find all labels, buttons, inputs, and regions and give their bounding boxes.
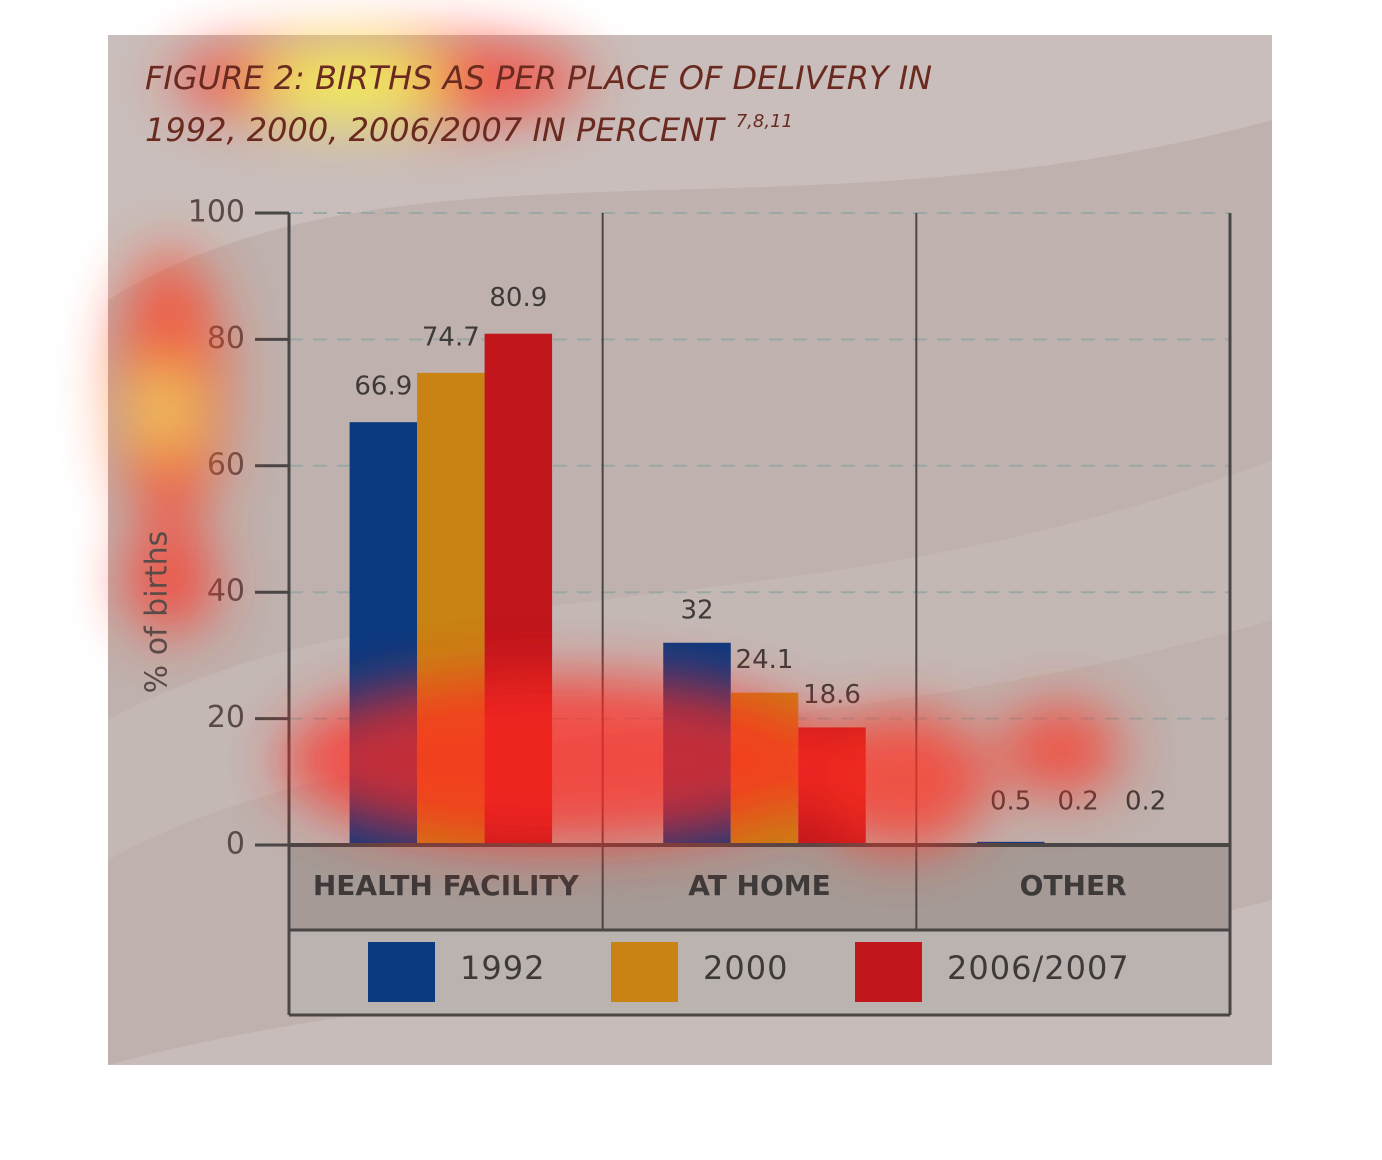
chart-title: 1992, 2000, 2006/2007 IN PERCENT: [145, 111, 726, 149]
legend-swatch: [368, 942, 435, 1002]
value-label: 24.1: [736, 645, 794, 675]
value-label: 0.5: [990, 787, 1031, 817]
value-label: 80.9: [489, 283, 547, 313]
value-label: 66.9: [354, 372, 412, 402]
value-label: 74.7: [422, 322, 480, 352]
heat-blob: [280, 675, 840, 845]
chart-title: FIGURE 2: BIRTHS AS PER PLACE OF DELIVER…: [145, 59, 932, 97]
heat-blob: [1000, 705, 1120, 795]
value-label: 32: [680, 595, 713, 625]
x-tick-label: OTHER: [1020, 869, 1127, 902]
y-tick-label: 100: [188, 195, 245, 230]
y-tick-label: 0: [226, 827, 245, 862]
y-tick-label: 20: [207, 700, 245, 735]
title-superscript: 7,8,11: [736, 111, 793, 132]
legend-box: [289, 930, 1230, 1015]
heatmap: [115, 35, 1120, 850]
x-tick-label: AT HOME: [688, 869, 831, 902]
heat-blob: [135, 365, 195, 455]
legend-label: 2000: [703, 949, 788, 987]
value-label: 0.2: [1125, 787, 1166, 817]
legend-label: 2006/2007: [947, 949, 1130, 987]
category-band: [289, 845, 1230, 930]
legend-swatch: [611, 942, 678, 1002]
legend-swatch: [855, 942, 922, 1002]
value-label: 18.6: [803, 680, 861, 710]
heat-blob: [125, 525, 215, 635]
legend-label: 1992: [460, 949, 545, 987]
heat-blob: [810, 710, 990, 850]
heat-blob: [260, 50, 440, 120]
x-tick-label: HEALTH FACILITY: [313, 869, 580, 902]
y-axis-label: % of births: [140, 531, 175, 694]
